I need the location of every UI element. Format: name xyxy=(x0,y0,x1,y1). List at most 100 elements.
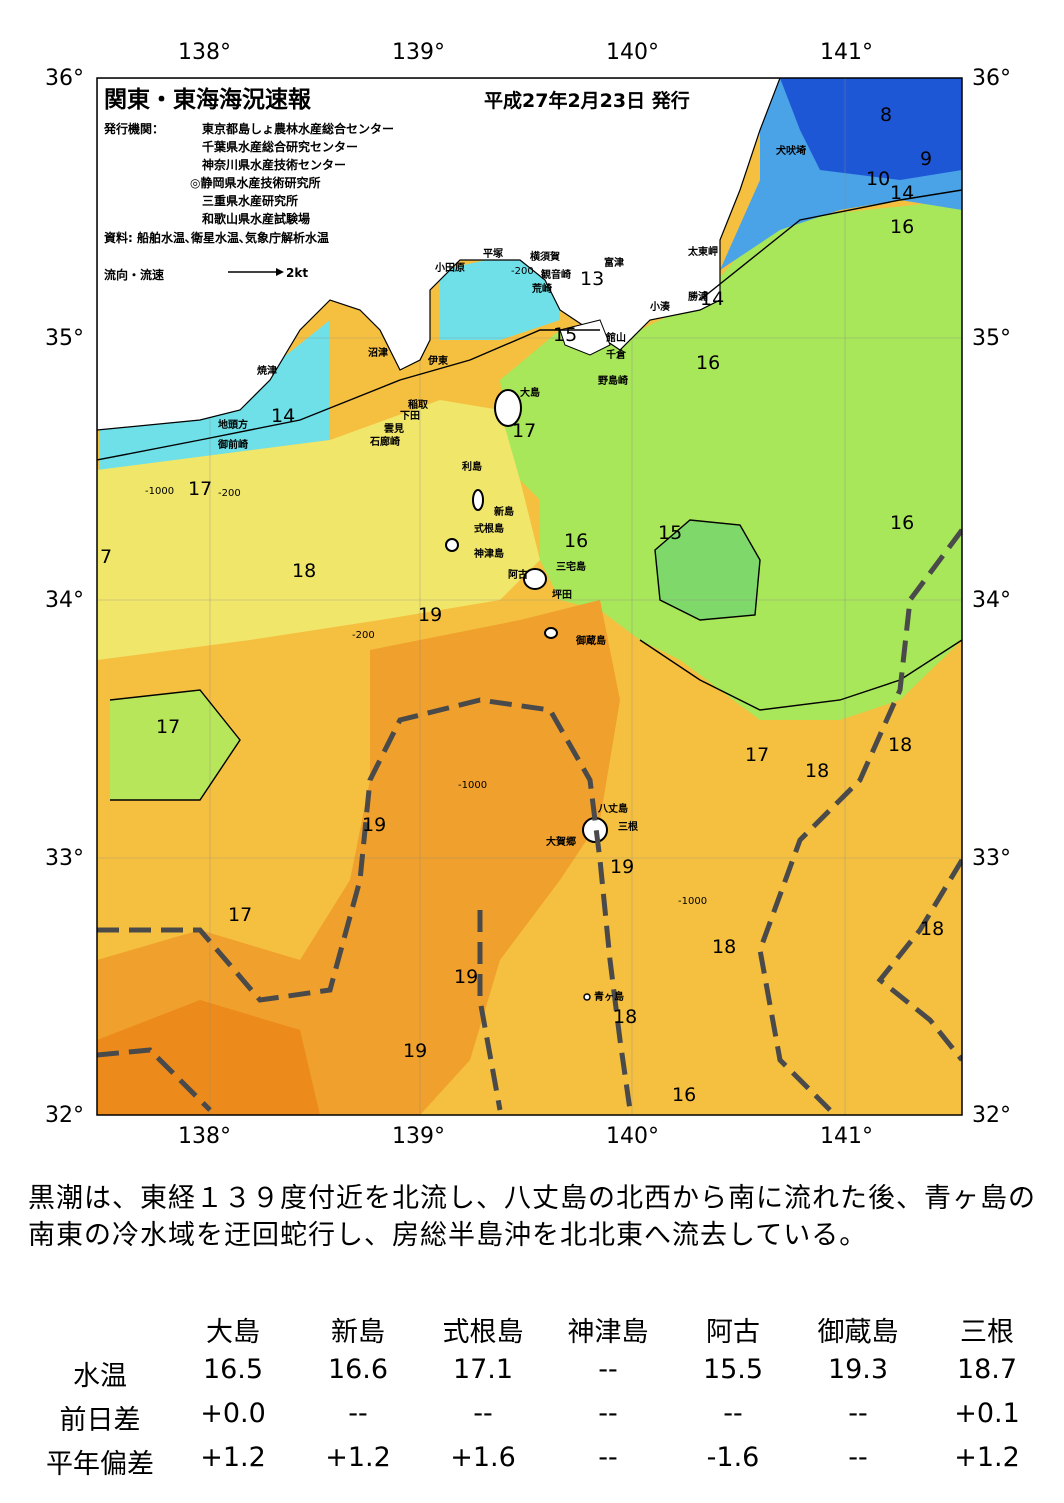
place-label: 富津 xyxy=(604,258,624,269)
place-label: 荒崎 xyxy=(532,284,552,295)
publisher: ◎静岡県水産技術研究所 xyxy=(190,176,321,190)
place-label: 平塚 xyxy=(483,249,503,260)
kuroshio-warm-core xyxy=(97,600,620,1115)
place-label: 神津島 xyxy=(474,549,504,560)
place-label: 焼津 xyxy=(257,366,277,377)
publisher: 三重県水産研究所 xyxy=(202,194,299,208)
place-label: 勝浦 xyxy=(688,292,708,303)
publisher-label: 発行機関： xyxy=(104,122,165,136)
sea-temperature-map: 138° 139° 140° 141° 138° 139° 140° 141° … xyxy=(45,40,1011,1149)
land-boso-tip xyxy=(559,319,611,356)
flow-legend-speed: 2kt xyxy=(286,266,309,280)
island-oshima xyxy=(494,389,522,427)
place-label: 野島崎 xyxy=(598,376,628,387)
place-label: 大島 xyxy=(520,388,540,399)
place-label: 稲取 xyxy=(408,400,428,411)
table-cell: +1.2 xyxy=(200,1442,266,1473)
station-name: 大島 xyxy=(206,1317,260,1348)
isotherm-label: 9 xyxy=(920,148,933,170)
table-header-row: 大島 新島 式根島 神津島 阿古 御蔵島 三根 xyxy=(0,1310,1064,1350)
lat-label-left: 32° xyxy=(45,1103,84,1128)
table-cell: +1.6 xyxy=(450,1442,516,1473)
isotherm-label: 8 xyxy=(880,104,893,126)
depth-label: -1000 xyxy=(145,486,175,497)
table-cell: -- xyxy=(598,1442,618,1473)
table-cell: +0.0 xyxy=(200,1398,266,1429)
map-svg xyxy=(96,77,963,1116)
place-label: 三根 xyxy=(618,822,638,833)
lon-label-bottom: 139° xyxy=(392,1124,445,1149)
island-miyakejima xyxy=(523,568,547,590)
isotherm-label: 15 xyxy=(658,522,683,544)
place-label: 館山 xyxy=(606,333,626,344)
table-cell: -- xyxy=(473,1398,493,1429)
place-label: 石廊崎 xyxy=(370,437,400,448)
flow-legend-arrowhead xyxy=(276,268,284,276)
place-label: 観音崎 xyxy=(541,270,571,281)
isotherm-label: 16 xyxy=(890,216,915,238)
isotherm-label: 15 xyxy=(553,324,578,346)
place-label: 御蔵島 xyxy=(576,636,606,647)
isotherm-label: 14 xyxy=(271,405,296,427)
table-cell: 19.3 xyxy=(827,1354,889,1385)
isotherm-label: 16 xyxy=(696,352,721,374)
table-cell: 17.1 xyxy=(452,1354,514,1385)
isotherm-label: 18 xyxy=(292,560,317,582)
isotherm-label: 16 xyxy=(672,1084,697,1106)
place-label: 千倉 xyxy=(606,350,626,361)
row-label: 前日差 xyxy=(59,1405,141,1436)
place-label: 利島 xyxy=(462,462,482,473)
isotherm-label: 17 xyxy=(188,478,213,500)
isotherm-label: 18 xyxy=(888,734,913,756)
table-row: 前日差 +0.0 -- -- -- -- -- +0.1 xyxy=(0,1398,1064,1438)
row-label: 平年偏差 xyxy=(46,1449,154,1480)
kuroshio-axis xyxy=(97,528,962,1112)
lon-label-top: 138° xyxy=(178,40,231,65)
summary-text: 黒潮は、東経１３９度付近を北流し、八丈島の北西から南に流れた後、青ヶ島の南東の冷… xyxy=(28,1183,1036,1251)
isotherm-label: 7 xyxy=(100,546,113,568)
data-sources: 資料: 船舶水温､衛星水温､気象庁解析水温 xyxy=(104,231,329,245)
isotherms xyxy=(97,189,962,801)
lat-label-left: 33° xyxy=(45,846,84,871)
sagami-bay-water xyxy=(440,255,560,340)
publisher: 神奈川県水産技術センター xyxy=(202,158,347,172)
lat-label-right: 32° xyxy=(972,1103,1011,1128)
table-cell: -- xyxy=(848,1442,868,1473)
cold-eddy xyxy=(655,520,760,620)
lat-label-left: 34° xyxy=(45,588,84,613)
map-frame xyxy=(96,77,963,1116)
place-label: 雲見 xyxy=(384,424,404,435)
depth-label: -1000 xyxy=(678,896,708,907)
lat-label-right: 34° xyxy=(972,588,1011,613)
station-name: 阿古 xyxy=(706,1317,760,1348)
table-cell: 18.7 xyxy=(956,1354,1018,1385)
place-label: 地頭方 xyxy=(218,420,248,431)
isotherm-label: 18 xyxy=(712,936,737,958)
isotherm-label: 14 xyxy=(890,182,915,204)
issue-date: 平成27年2月23日 発行 xyxy=(484,90,690,112)
table-cell: -- xyxy=(598,1354,618,1385)
isotherm-label: 14 xyxy=(700,288,725,310)
lat-label-left: 36° xyxy=(45,66,84,91)
lon-label-top: 140° xyxy=(606,40,659,65)
suruga-bay-water xyxy=(100,320,330,470)
row-label: 水温 xyxy=(73,1361,127,1392)
place-label: 三宅島 xyxy=(556,562,586,573)
map-title: 関東・東海海況速報 xyxy=(104,87,311,113)
place-label: 下田 xyxy=(400,411,420,422)
place-label: 沼津 xyxy=(368,348,388,359)
isotherm-label: 17 xyxy=(512,420,537,442)
isotherm-label: 17 xyxy=(156,716,181,738)
green-patch-west xyxy=(110,690,240,800)
station-name: 新島 xyxy=(331,1317,385,1348)
lon-label-top: 139° xyxy=(392,40,445,65)
lon-label-bottom: 140° xyxy=(606,1124,659,1149)
isotherm-label: 17 xyxy=(745,744,770,766)
table-row: 平年偏差 +1.2 +1.2 +1.6 -- -1.6 -- +1.2 xyxy=(0,1442,1064,1482)
isotherm-label: 19 xyxy=(610,856,635,878)
island-niijima xyxy=(472,489,484,511)
isotherm-label: 19 xyxy=(362,814,387,836)
isotherm-label: 17 xyxy=(228,904,253,926)
table-cell: +1.2 xyxy=(954,1442,1020,1473)
table-cell: 16.6 xyxy=(327,1354,389,1385)
